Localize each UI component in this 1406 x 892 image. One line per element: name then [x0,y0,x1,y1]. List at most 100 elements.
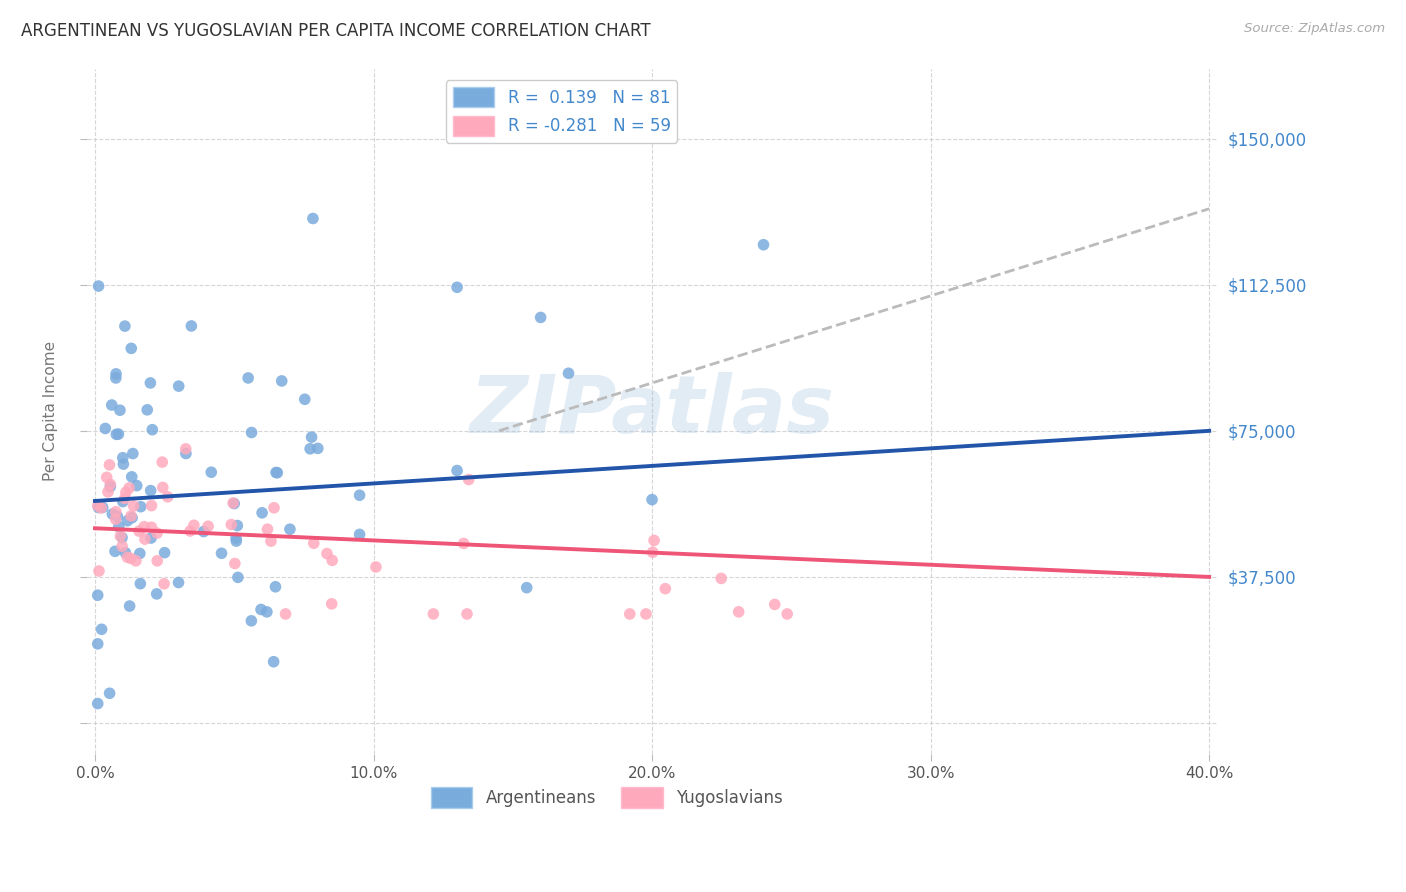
Point [111,450,134,465]
Point [654,582,676,596]
Point [240,614,263,628]
Point [87,588,110,602]
Point [141,423,163,437]
Point [104,371,127,385]
Point [91,500,114,515]
Point [256,605,278,619]
Point [316,547,339,561]
Point [156,490,179,504]
Point [643,533,665,548]
Point [224,497,246,511]
Point [349,488,371,502]
Point [111,539,134,553]
Point [321,553,343,567]
Point [270,374,292,388]
Point [114,491,136,506]
Point [250,602,273,616]
Point [139,531,162,545]
Point [87,697,110,711]
Point [90,500,112,515]
Point [619,607,641,621]
Point [274,607,297,621]
Point [118,481,141,495]
Point [128,524,150,538]
Point [302,211,325,226]
Point [180,318,202,333]
Point [110,529,132,543]
Point [107,519,129,533]
Legend: Argentineans, Yugoslavians: Argentineans, Yugoslavians [425,780,790,814]
Point [264,580,287,594]
Point [225,534,247,549]
Point [236,371,259,385]
Point [121,470,143,484]
Point [139,376,162,390]
Point [105,509,128,524]
Point [129,576,152,591]
Point [96,470,118,484]
Point [211,546,233,560]
Point [112,457,135,471]
Point [146,526,169,541]
Point [364,560,387,574]
Point [256,522,278,536]
Point [108,403,131,417]
Point [114,319,136,334]
Point [167,379,190,393]
Point [120,509,142,524]
Point [105,427,128,442]
Point [179,524,201,538]
Point [634,607,657,621]
Point [153,577,176,591]
Point [117,514,139,528]
Point [100,479,122,493]
Point [193,524,215,539]
Point [114,546,136,560]
Point [222,496,245,510]
Point [97,484,120,499]
Point [87,564,110,578]
Point [121,446,143,460]
Point [105,367,128,381]
Point [120,551,142,566]
Point [776,607,799,621]
Point [321,597,343,611]
Point [101,507,124,521]
Point [117,550,139,565]
Point [278,522,301,536]
Point [128,546,150,560]
Text: ZIPatlas: ZIPatlas [470,372,835,450]
Point [125,478,148,492]
Point [294,392,316,407]
Point [710,571,733,585]
Point [139,483,162,498]
Point [250,506,273,520]
Point [90,622,112,636]
Point [200,465,222,479]
Point [98,686,121,700]
Point [125,554,148,568]
Point [104,512,127,526]
Point [152,480,174,494]
Point [104,505,127,519]
Point [422,607,444,621]
Point [225,531,247,545]
Point [221,517,243,532]
Point [301,430,323,444]
Point [104,544,127,558]
Point [530,310,553,325]
Point [141,499,163,513]
Text: ARGENTINEAN VS YUGOSLAVIAN PER CAPITA INCOME CORRELATION CHART: ARGENTINEAN VS YUGOSLAVIAN PER CAPITA IN… [21,22,651,40]
Point [121,510,143,524]
Y-axis label: Per Capita Income: Per Capita Income [44,342,58,482]
Point [136,402,159,417]
Point [120,342,142,356]
Point [457,473,479,487]
Point [122,499,145,513]
Point [456,607,478,621]
Point [111,531,134,545]
Point [98,477,121,491]
Point [641,545,664,559]
Point [307,442,329,456]
Point [641,492,664,507]
